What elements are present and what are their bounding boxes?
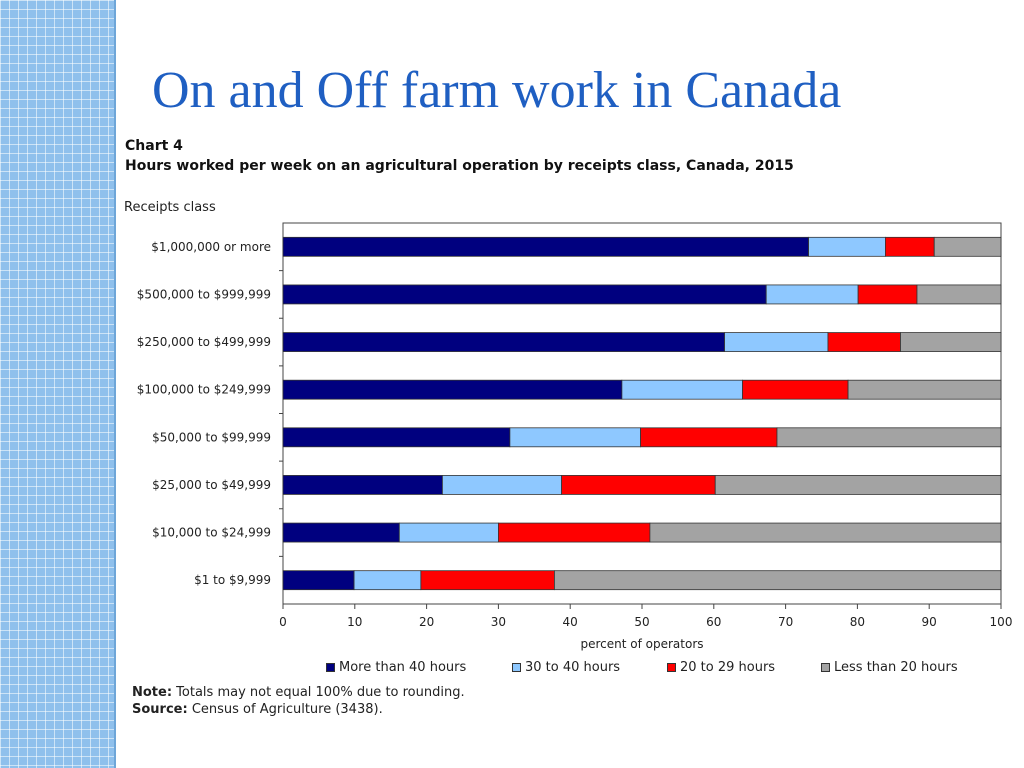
chart-legend: More than 40 hours 30 to 40 hours 20 to 29… <box>0 660 1024 678</box>
bar-segment <box>554 570 1002 591</box>
chart-footnotes: Note: Totals may not equal 100% due to r… <box>132 684 465 718</box>
bar-segment <box>847 379 1002 400</box>
x-tick-label: 90 <box>922 615 937 629</box>
legend-swatch <box>326 663 335 672</box>
bar-segment <box>808 236 886 257</box>
bar-segment <box>353 570 422 591</box>
bar-segment <box>621 379 743 400</box>
note-line: Note: Totals may not equal 100% due to r… <box>132 684 465 701</box>
bar-segment <box>282 475 443 495</box>
bar-segment <box>282 570 355 591</box>
bar-segment <box>857 284 918 305</box>
bar-segment <box>640 427 778 448</box>
legend-label: More than 40 hours <box>339 660 467 675</box>
stacked-bar-chart: $1,000,000 or more $500,000 to $999,999 $2… <box>137 222 1013 651</box>
source-label: Source: <box>132 702 188 717</box>
bar-segment <box>714 475 1002 495</box>
chart-title: Hours worked per week on an agricultural… <box>125 158 794 174</box>
bar-segment <box>420 570 555 591</box>
bar-segment <box>398 522 499 543</box>
x-tick-label: 30 <box>491 615 506 629</box>
y-axis-caption: Receipts class <box>124 200 216 215</box>
bar-segment <box>900 332 1002 352</box>
bar-segment <box>282 236 809 257</box>
x-tick-label: 60 <box>706 615 721 629</box>
bar-segment <box>282 522 400 543</box>
bar-segment <box>724 332 829 352</box>
x-tick-label: 100 <box>990 615 1013 629</box>
slide-title: On and Off farm work in Canada <box>152 62 842 119</box>
bar-segment <box>742 379 849 400</box>
legend-label: Less than 20 hours <box>834 660 958 675</box>
source-text: Census of Agriculture (3438). <box>187 702 383 717</box>
category-label: $25,000 to $49,999 <box>152 478 271 492</box>
legend-item: 20 to 29 hours <box>667 660 775 675</box>
legend-item: More than 40 hours <box>326 660 466 675</box>
legend-label: 30 to 40 hours <box>525 660 621 675</box>
bar-segment <box>776 427 1002 448</box>
bar-segment <box>282 379 623 400</box>
legend-item: Less than 20 hours <box>821 660 958 675</box>
x-tick-label: 50 <box>634 615 649 629</box>
x-tick-label: 0 <box>279 615 287 629</box>
category-label: $1 to $9,999 <box>194 573 271 587</box>
category-label: $10,000 to $24,999 <box>152 526 271 540</box>
legend-swatch <box>667 663 676 672</box>
note-label: Note: <box>132 685 173 700</box>
bar-segment <box>282 427 511 448</box>
bar-segment <box>827 332 901 352</box>
x-tick-label: 40 <box>563 615 578 629</box>
bar-segment <box>933 236 1002 257</box>
bar-segment <box>441 475 562 495</box>
x-axis-title: percent of operators <box>580 637 703 651</box>
bar-segment <box>916 284 1002 305</box>
category-label: $50,000 to $99,999 <box>152 430 271 444</box>
bar-segment <box>282 284 767 305</box>
legend-label: 20 to 29 hours <box>680 660 776 675</box>
source-line: Source: Census of Agriculture (3438). <box>132 701 465 718</box>
bar-segment <box>509 427 641 448</box>
legend-swatch <box>821 663 830 672</box>
note-text: Totals may not equal 100% due to roundin… <box>172 685 465 700</box>
category-label: $250,000 to $499,999 <box>137 335 271 349</box>
bar-segment <box>497 522 651 543</box>
bar-segment <box>561 475 716 495</box>
legend-swatch <box>512 663 521 672</box>
bar-segment <box>765 284 859 305</box>
legend-item: 30 to 40 hours <box>512 660 620 675</box>
x-tick-label: 70 <box>778 615 793 629</box>
category-label: $100,000 to $249,999 <box>137 383 271 397</box>
category-label: $500,000 to $999,999 <box>137 287 271 301</box>
chart-heading: Chart 4 <box>125 138 183 154</box>
bar-segment <box>649 522 1002 543</box>
plot-frame <box>282 222 1002 605</box>
x-tick-label: 80 <box>850 615 865 629</box>
bar-segment <box>282 332 725 352</box>
x-tick-label: 20 <box>419 615 434 629</box>
category-label: $1,000,000 or more <box>151 240 271 254</box>
x-tick-label: 10 <box>347 615 362 629</box>
bar-segment <box>885 236 935 257</box>
decorative-side-strip <box>0 0 116 768</box>
